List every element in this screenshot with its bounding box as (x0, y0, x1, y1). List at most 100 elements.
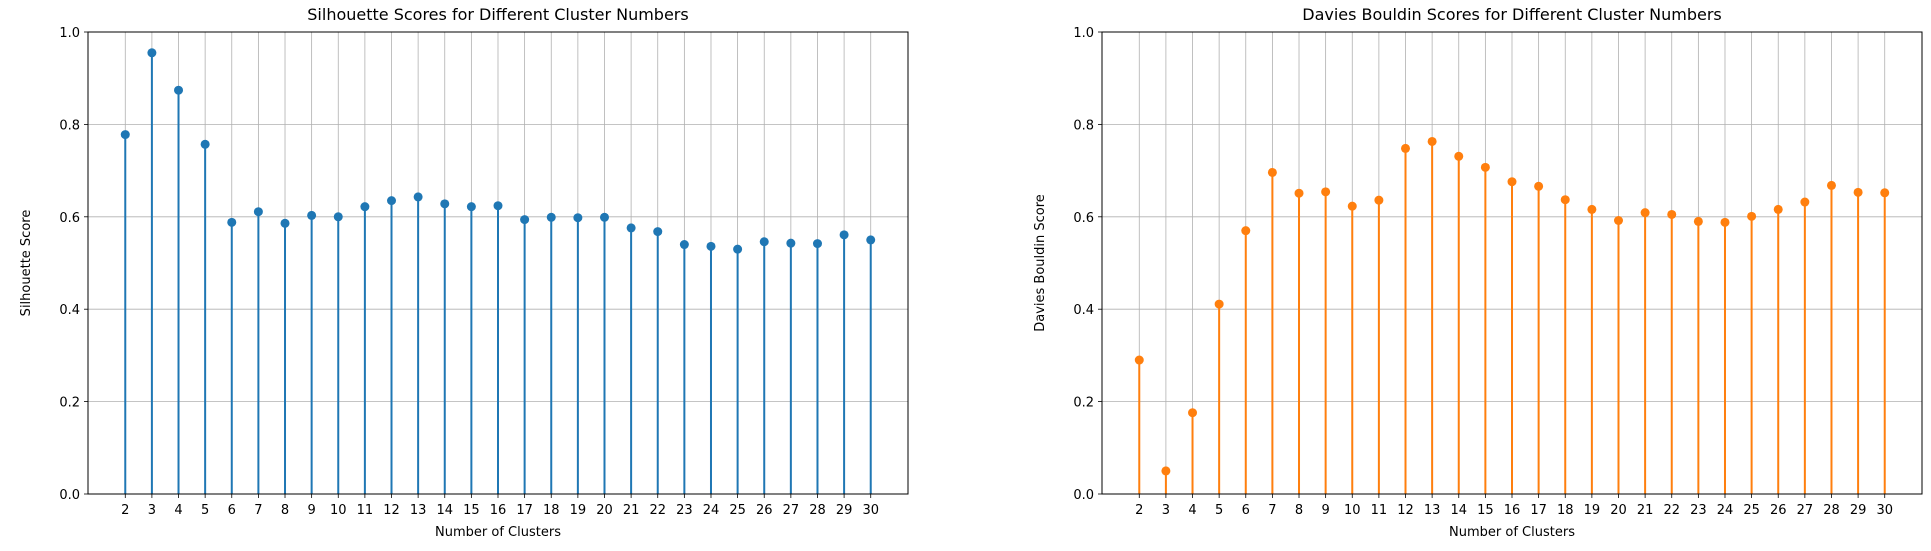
x-tick-label: 16 (490, 503, 507, 518)
stem-marker (1480, 162, 1490, 172)
stem-marker (147, 48, 157, 58)
stem-marker (1427, 136, 1437, 146)
x-tick-label: 11 (357, 503, 374, 518)
stem-marker (866, 235, 876, 245)
x-tick-label: 30 (1876, 503, 1893, 518)
stem-marker (1161, 466, 1171, 476)
x-tick-label: 9 (307, 503, 315, 518)
stem-marker (733, 244, 743, 254)
x-tick-label: 8 (281, 503, 289, 518)
stem-marker (200, 139, 210, 149)
x-tick-label: 4 (174, 503, 182, 518)
stem-marker (1454, 151, 1464, 161)
stem-marker (679, 240, 689, 250)
x-tick-label: 5 (1215, 503, 1223, 518)
stem-marker (759, 237, 769, 247)
stem-marker (599, 212, 609, 222)
x-tick-label: 10 (1344, 503, 1361, 518)
stem-marker (253, 207, 263, 217)
y-tick-label: 0.4 (1073, 303, 1094, 318)
stem-marker (1534, 181, 1544, 191)
x-tick-label: 5 (201, 503, 209, 518)
x-tick-label: 6 (228, 503, 236, 518)
davies-bouldin-chart: 0.00.20.40.60.81.02 3 4 5 6 7 8 9 10 11 12 13 14 15 16… (1033, 5, 1923, 540)
x-tick-label: 15 (1477, 503, 1494, 518)
x-tick-label: 20 (596, 503, 613, 518)
x-tick-label: 26 (1770, 503, 1787, 518)
stem-marker (520, 215, 530, 225)
x-tick-label: 19 (1584, 503, 1601, 518)
y-tick-label: 0.8 (1073, 118, 1094, 133)
chart-title: Silhouette Scores for Different Cluster … (307, 5, 688, 24)
y-tick-label: 0.6 (1073, 211, 1094, 226)
x-tick-label: 12 (383, 503, 400, 518)
stem-marker (839, 230, 849, 240)
stem-marker (1374, 195, 1384, 205)
x-tick-label: 18 (543, 503, 560, 518)
x-tick-label: 16 (1504, 503, 1521, 518)
stem-marker (120, 130, 130, 140)
x-tick-label: 27 (783, 503, 800, 518)
stem-marker (307, 210, 317, 220)
stem-marker (1214, 299, 1224, 309)
stem-marker (1560, 195, 1570, 205)
stem-marker (466, 202, 476, 212)
stem-marker (333, 212, 343, 222)
stem-marker (1587, 204, 1597, 214)
stem-marker (360, 202, 370, 212)
stem-marker (573, 213, 583, 223)
x-tick-label: 18 (1557, 503, 1574, 518)
x-tick-label: 9 (1321, 503, 1329, 518)
x-tick-label: 15 (463, 503, 480, 518)
y-tick-label: 0.0 (1073, 488, 1094, 503)
y-tick-label: 1.0 (1073, 26, 1094, 41)
stem-marker (1321, 187, 1331, 197)
stem-marker (1880, 188, 1890, 198)
stem-marker (812, 239, 822, 249)
stem-marker (1267, 167, 1277, 177)
stem-marker (626, 223, 636, 233)
stem-marker (1613, 215, 1623, 225)
x-tick-label: 2 (121, 503, 129, 518)
stem-marker (1826, 180, 1836, 190)
x-tick-label: 11 (1371, 503, 1388, 518)
x-tick-label: 29 (836, 503, 853, 518)
x-tick-label: 24 (703, 503, 720, 518)
x-tick-label: 3 (1162, 503, 1170, 518)
x-tick-label: 27 (1797, 503, 1814, 518)
stem-marker (413, 192, 423, 202)
tick-layer: 0.00.20.40.60.81.02 3 4 5 6 7 8 9 10 11 12 13 14 15 16… (59, 26, 879, 518)
x-tick-label: 4 (1188, 503, 1196, 518)
stem-layer (120, 48, 876, 494)
x-tick-label: 14 (436, 503, 453, 518)
x-tick-label: 29 (1850, 503, 1867, 518)
tick-layer: 0.00.20.40.60.81.02 3 4 5 6 7 8 9 10 11 12 13 14 15 16… (1073, 26, 1893, 518)
stem-marker (440, 199, 450, 209)
x-tick-label: 17 (516, 503, 533, 518)
x-tick-label: 23 (676, 503, 693, 518)
x-tick-label: 25 (1743, 503, 1760, 518)
stem-layer (1134, 136, 1890, 494)
x-tick-label: 22 (649, 503, 666, 518)
stem-marker (1720, 217, 1730, 227)
x-tick-label: 17 (1530, 503, 1547, 518)
y-axis-label: Davies Bouldin Score (1033, 194, 1048, 332)
x-tick-label: 7 (1268, 503, 1276, 518)
y-axis-label: Silhouette Score (19, 210, 34, 317)
x-tick-label: 13 (1424, 503, 1441, 518)
x-tick-label: 23 (1690, 503, 1707, 518)
stem-marker (786, 238, 796, 248)
x-tick-label: 20 (1610, 503, 1627, 518)
stem-marker (1693, 216, 1703, 226)
stem-marker (1800, 197, 1810, 207)
x-tick-label: 21 (623, 503, 640, 518)
x-axis-label: Number of Clusters (1449, 525, 1575, 540)
stem-marker (280, 218, 290, 228)
y-tick-label: 0.8 (59, 118, 80, 133)
x-tick-label: 22 (1663, 503, 1680, 518)
stem-marker (546, 212, 556, 222)
stem-marker (174, 85, 184, 95)
x-tick-label: 25 (729, 503, 746, 518)
